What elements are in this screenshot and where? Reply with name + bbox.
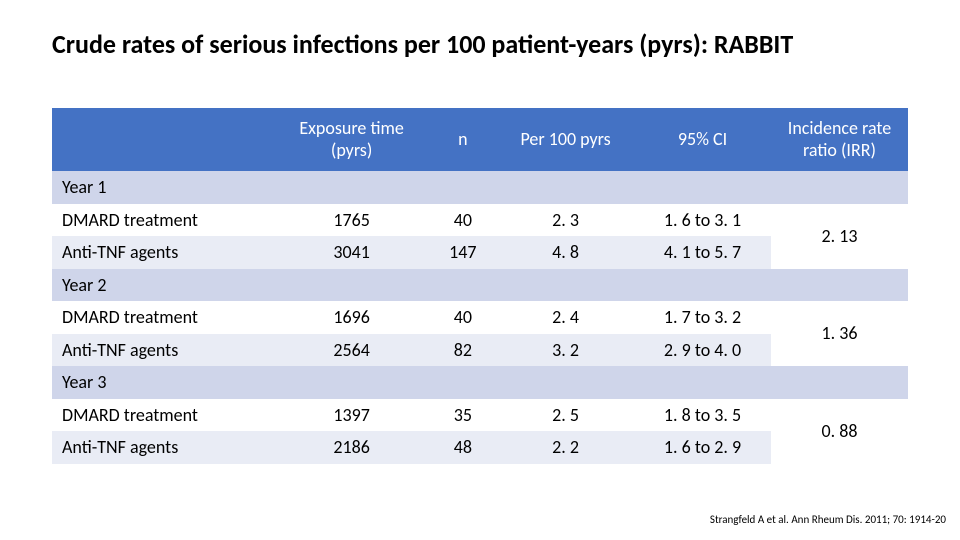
cell-ci: 1. 6 to 2. 9 — [634, 431, 771, 464]
group-name: Year 2 — [52, 269, 275, 302]
cell-exposure: 1765 — [275, 204, 429, 237]
cell-n: 82 — [429, 334, 497, 367]
group-header: Year 2 — [52, 269, 908, 302]
row-label: Anti-TNF agents — [52, 431, 275, 464]
col-per100: Per 100 pyrs — [497, 108, 634, 171]
slide-title: Crude rates of serious infections per 10… — [52, 28, 908, 60]
group-header: Year 3 — [52, 366, 908, 399]
row-label: Anti-TNF agents — [52, 334, 275, 367]
cell-per100: 4. 8 — [497, 236, 634, 269]
table-row: DMARD treatment 1765 40 2. 3 1. 6 to 3. … — [52, 204, 908, 237]
cell-ci: 1. 8 to 3. 5 — [634, 399, 771, 432]
cell-n: 147 — [429, 236, 497, 269]
cell-exposure: 3041 — [275, 236, 429, 269]
row-label: DMARD treatment — [52, 301, 275, 334]
cell-ci: 1. 7 to 3. 2 — [634, 301, 771, 334]
col-n: n — [429, 108, 497, 171]
cell-irr: 0. 88 — [771, 399, 908, 464]
row-label: Anti-TNF agents — [52, 236, 275, 269]
col-exposure: Exposure time (pyrs) — [275, 108, 429, 171]
table-row: DMARD treatment 1696 40 2. 4 1. 7 to 3. … — [52, 301, 908, 334]
citation-text: Strangfeld A et al. Ann Rheum Dis. 2011;… — [710, 513, 946, 526]
group-name: Year 1 — [52, 171, 275, 204]
cell-per100: 3. 2 — [497, 334, 634, 367]
cell-ci: 4. 1 to 5. 7 — [634, 236, 771, 269]
cell-n: 48 — [429, 431, 497, 464]
cell-n: 35 — [429, 399, 497, 432]
cell-exposure: 2564 — [275, 334, 429, 367]
cell-exposure: 1696 — [275, 301, 429, 334]
cell-per100: 2. 4 — [497, 301, 634, 334]
group-name: Year 3 — [52, 366, 275, 399]
cell-exposure: 2186 — [275, 431, 429, 464]
cell-ci: 1. 6 to 3. 1 — [634, 204, 771, 237]
col-ci: 95% CI — [634, 108, 771, 171]
cell-per100: 2. 2 — [497, 431, 634, 464]
row-label: DMARD treatment — [52, 399, 275, 432]
table-header-row: Exposure time (pyrs) n Per 100 pyrs 95% … — [52, 108, 908, 171]
cell-irr: 1. 36 — [771, 301, 908, 366]
cell-per100: 2. 3 — [497, 204, 634, 237]
cell-n: 40 — [429, 204, 497, 237]
row-label: DMARD treatment — [52, 204, 275, 237]
col-irr: Incidence rate ratio (IRR) — [771, 108, 908, 171]
cell-ci: 2. 9 to 4. 0 — [634, 334, 771, 367]
cell-irr: 2. 13 — [771, 204, 908, 269]
col-label — [52, 108, 275, 171]
cell-per100: 2. 5 — [497, 399, 634, 432]
cell-n: 40 — [429, 301, 497, 334]
group-header: Year 1 — [52, 171, 908, 204]
cell-exposure: 1397 — [275, 399, 429, 432]
data-table: Exposure time (pyrs) n Per 100 pyrs 95% … — [52, 108, 908, 464]
table-row: DMARD treatment 1397 35 2. 5 1. 8 to 3. … — [52, 399, 908, 432]
